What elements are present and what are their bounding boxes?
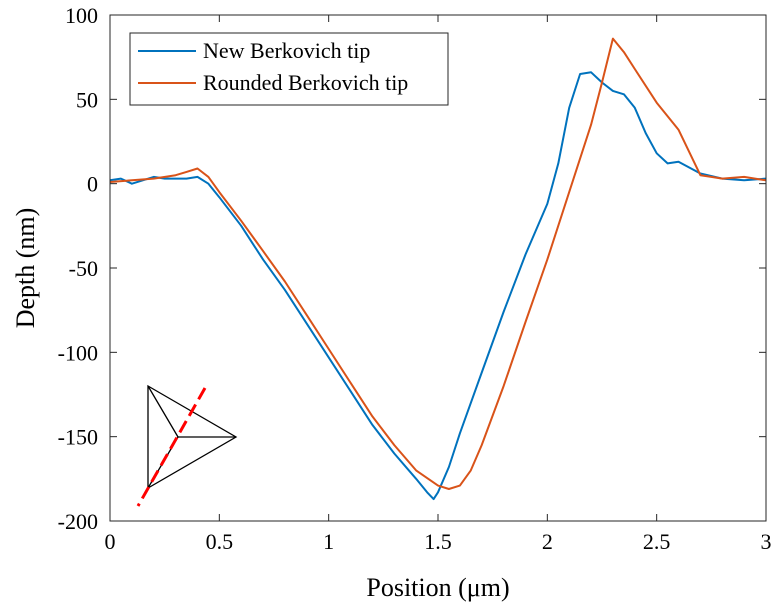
triangle-edge-top: [147, 385, 179, 438]
series-group: [109, 37, 767, 501]
x-tick-label: 2: [542, 529, 553, 554]
tick-labels: 0 0.5 1 1.5 2 2.5 3 100 50 0 -50 -100 -150 -200: [58, 3, 771, 554]
y-tick-label: -50: [69, 256, 98, 281]
legend-label-rounded-tip: Rounded Berkovich tip: [203, 70, 408, 95]
x-tick-label: 3: [761, 529, 771, 554]
y-tick-label: -150: [58, 425, 98, 450]
x-tick-label: 0.5: [206, 529, 234, 554]
y-axis-label: Depth (nm): [11, 208, 40, 329]
y-tick-label: 0: [87, 172, 98, 197]
x-axis-label: Position (μm): [366, 573, 509, 602]
x-tick-label: 1: [323, 529, 334, 554]
series-line-0: [109, 71, 767, 501]
legend-label-new-tip: New Berkovich tip: [203, 38, 370, 63]
y-tick-label: 50: [76, 87, 98, 112]
x-tick-label: 1.5: [424, 529, 452, 554]
y-tick-label: -100: [58, 340, 98, 365]
berkovich-triangle-icon: [136, 384, 238, 507]
legend-box: [129, 32, 449, 106]
y-tick-label: 100: [65, 3, 98, 28]
y-tick-label: -200: [58, 509, 98, 534]
ticks-group: [109, 14, 767, 522]
x-tick-label: 0: [105, 529, 116, 554]
legend: New Berkovich tip Rounded Berkovich tip: [129, 32, 449, 106]
x-tick-label: 2.5: [643, 529, 671, 554]
series-line-1: [109, 37, 767, 490]
scan-line: [136, 387, 207, 507]
